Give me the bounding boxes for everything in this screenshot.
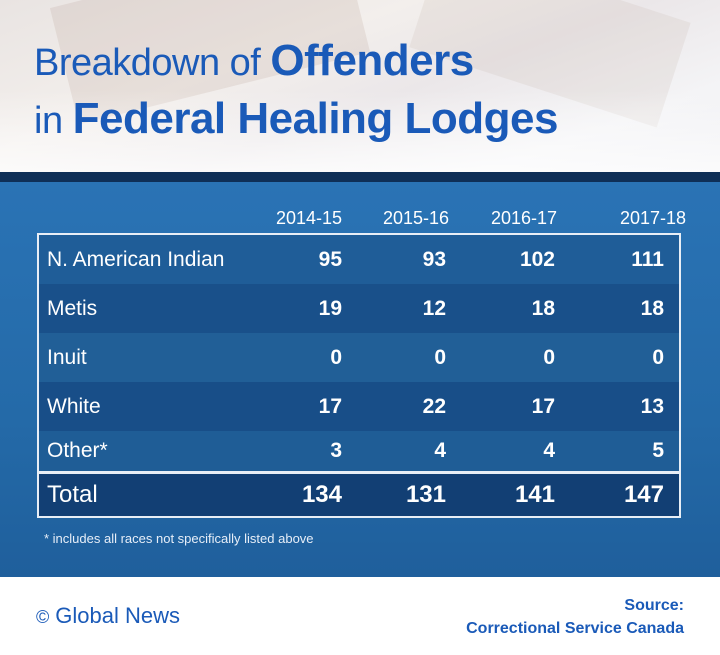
- cell-value: 102: [519, 248, 555, 271]
- column-header: 2015-16: [382, 208, 449, 228]
- total-value: 147: [623, 481, 664, 508]
- table-row: Metis 19 12 18 18: [39, 284, 679, 333]
- row-label: N. American Indian: [47, 248, 225, 271]
- title-light-text: in: [34, 100, 73, 142]
- source-name: Correctional Service Canada: [466, 620, 684, 637]
- title-bold-text: Offenders: [270, 36, 474, 85]
- title-line-1: Breakdown of Offenders: [34, 32, 558, 90]
- cell-value: 5: [652, 439, 664, 462]
- copyright-icon: ©: [36, 607, 50, 627]
- cell-value: 18: [531, 297, 555, 320]
- title-line-2: in Federal Healing Lodges: [34, 90, 558, 148]
- total-value: 141: [514, 481, 555, 508]
- cell-value: 4: [543, 439, 555, 462]
- footnote: * includes all races not specifically li…: [44, 531, 314, 546]
- total-value: 134: [301, 481, 342, 508]
- cell-value: 17: [531, 395, 555, 418]
- source-credit: Source: Correctional Service Canada: [466, 594, 684, 640]
- cell-value: 0: [652, 346, 664, 369]
- cell-value: 13: [640, 395, 664, 418]
- title-bold-text: Federal Healing Lodges: [72, 94, 559, 143]
- title-light-text: Breakdown of: [34, 42, 271, 84]
- table-row: White 17 22 17 13: [39, 382, 679, 431]
- header-banner: Breakdown of Offenders in Federal Healin…: [0, 0, 720, 172]
- cell-value: 4: [434, 439, 446, 462]
- total-separator: [39, 471, 679, 474]
- column-header: 2014-15: [275, 208, 342, 228]
- column-header: 2017-18: [619, 208, 686, 228]
- column-header: 2016-17: [490, 208, 557, 228]
- total-row: Total 134 131 141 147: [39, 474, 679, 516]
- table-row: N. American Indian 95 93 102 111: [39, 235, 679, 284]
- row-label: Metis: [47, 297, 98, 320]
- brand-name: Global News: [55, 603, 180, 628]
- cell-value: 22: [422, 395, 446, 418]
- total-label: Total: [47, 481, 98, 508]
- cell-value: 111: [631, 248, 664, 271]
- row-label: Inuit: [47, 346, 87, 369]
- row-label: White: [47, 395, 101, 418]
- source-label: Source:: [624, 597, 684, 614]
- table-row: Inuit 0 0 0 0: [39, 333, 679, 382]
- header-divider: [0, 172, 720, 182]
- page-title: Breakdown of Offenders in Federal Healin…: [34, 32, 558, 148]
- cell-value: 0: [330, 346, 342, 369]
- total-value: 131: [405, 481, 446, 508]
- cell-value: 12: [422, 297, 446, 320]
- cell-value: 0: [434, 346, 446, 369]
- cell-value: 19: [318, 297, 342, 320]
- cell-value: 93: [422, 248, 446, 271]
- background-fade: [0, 90, 720, 172]
- brand-credit: © Global News: [36, 603, 180, 629]
- table-row: Other* 3 4 4 5: [39, 431, 679, 471]
- cell-value: 18: [640, 297, 664, 320]
- cell-value: 95: [318, 248, 342, 271]
- cell-value: 3: [330, 439, 342, 462]
- cell-value: 17: [318, 395, 342, 418]
- data-table: N. American Indian 95 93 102 111 Metis 1…: [37, 233, 681, 518]
- row-label: Other*: [47, 439, 108, 462]
- cell-value: 0: [543, 346, 555, 369]
